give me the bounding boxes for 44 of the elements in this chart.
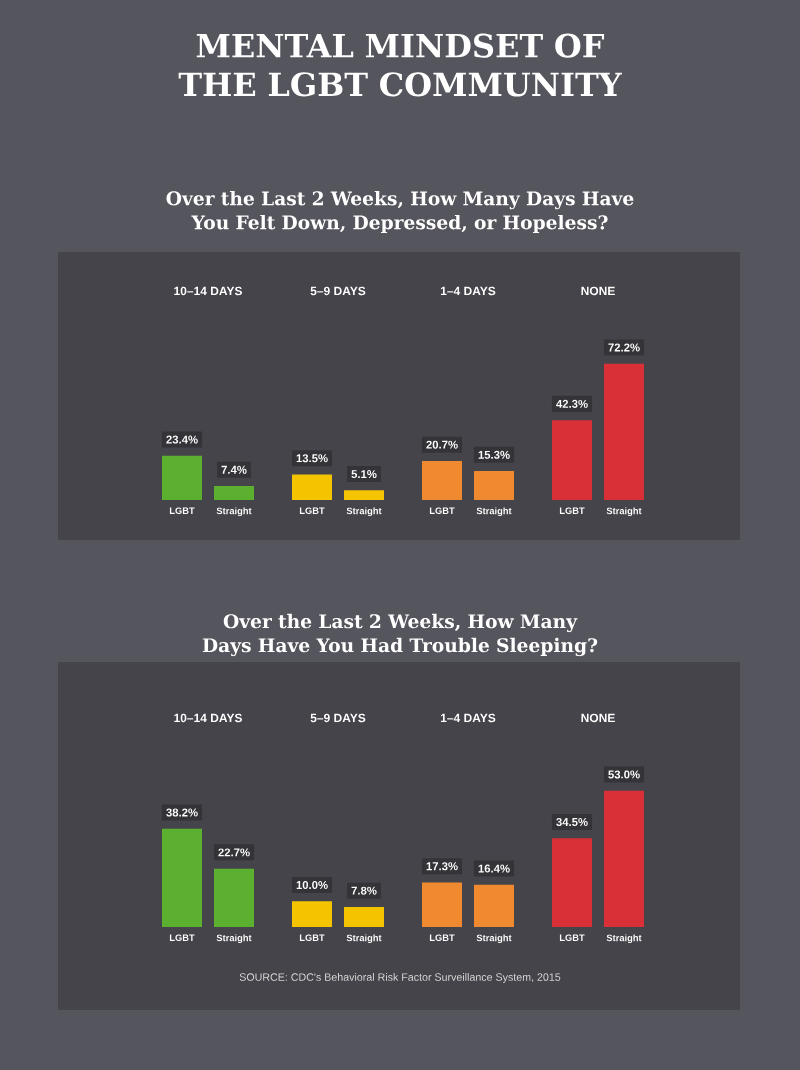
x-tick-label: 10–14 DAYS (174, 713, 242, 723)
text: LGBT (559, 934, 585, 941)
text: Straight (346, 507, 382, 517)
chart-title: MENTAL MINDSET OF THE LGBT COMMUNITY (178, 33, 622, 97)
data-label: 5.1% (351, 470, 377, 479)
chart-title: Over the Last 2 Weeks, How Many Days Have You Had Trouble Sleeping? (202, 613, 598, 657)
data-label: 16.4% (478, 864, 510, 873)
chart-subtitle: Over the Last 2 Weeks, How Many Days Have You Felt Down, Depressed, or Hopeless? (166, 190, 634, 234)
source-note: SOURCE: CDC's Behavioral Risk Factor Surveillance System, 2015 (239, 973, 561, 983)
data-label: 22.7% (218, 848, 250, 857)
data-label: 34.5% (556, 818, 588, 827)
text: LGBT (429, 934, 455, 941)
text: LGBT (429, 507, 455, 514)
series-label: Straight (216, 507, 252, 517)
x-tick-label: 1–4 DAYS (440, 713, 496, 723)
x-tick-label: NONE (581, 713, 615, 723)
text: LGBT (559, 507, 585, 514)
x-tick-label: NONE (581, 286, 615, 296)
data-label: 42.3% (556, 399, 588, 408)
x-tick-label: 5–9 DAYS (310, 713, 366, 723)
data-label: 72.2% (608, 343, 640, 352)
series-label: LGBT (169, 934, 195, 941)
data-label: 17.3% (426, 862, 458, 871)
text: Straight (606, 507, 642, 517)
text: Straight (606, 934, 642, 944)
x-tick-label: 1–4 DAYS (440, 286, 496, 296)
text: Straight (346, 934, 382, 944)
x-tick-label: 10–14 DAYS (174, 286, 242, 296)
data-label: 20.7% (426, 440, 458, 449)
data-label: 13.5% (296, 454, 328, 463)
x-tick-label: 5–9 DAYS (310, 286, 366, 296)
data-label: 7.8% (351, 886, 377, 895)
text: Straight (476, 934, 512, 944)
data-label: 10.0% (296, 881, 328, 890)
text: Straight (476, 507, 512, 517)
data-label: 7.4% (221, 465, 247, 474)
series-label: LGBT (169, 507, 195, 514)
text: LGBT (299, 934, 325, 941)
data-label: 53.0% (608, 770, 640, 779)
text: LGBT (299, 507, 325, 514)
data-label: 15.3% (478, 450, 510, 459)
data-label: 38.2% (166, 808, 198, 817)
data-label: 23.4% (166, 435, 198, 444)
series-label: Straight (216, 934, 252, 944)
